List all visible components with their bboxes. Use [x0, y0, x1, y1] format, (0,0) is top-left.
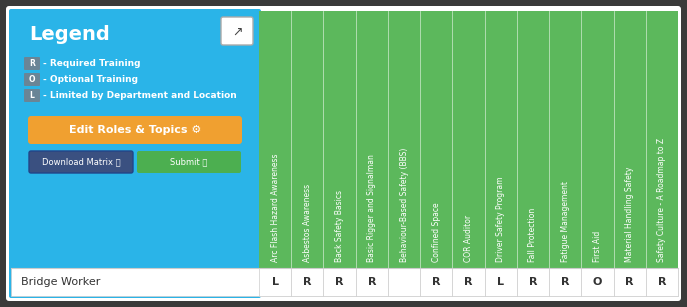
Text: L: L: [271, 277, 279, 287]
FancyBboxPatch shape: [24, 57, 40, 70]
Text: - Optional Training: - Optional Training: [43, 75, 138, 84]
Text: L: L: [30, 91, 34, 100]
Text: Material Handling Safety: Material Handling Safety: [625, 167, 634, 262]
Bar: [549, 268, 581, 296]
Text: L: L: [497, 277, 504, 287]
Text: R: R: [625, 277, 634, 287]
Text: Fall Protection: Fall Protection: [528, 208, 537, 262]
FancyBboxPatch shape: [24, 89, 40, 102]
Bar: [581, 268, 613, 296]
Text: R: R: [368, 277, 376, 287]
Text: Download Matrix 🖨: Download Matrix 🖨: [42, 157, 120, 166]
Text: R: R: [29, 59, 35, 68]
Bar: [259, 268, 291, 296]
Bar: [11, 268, 678, 296]
Text: First Aid: First Aid: [593, 231, 602, 262]
FancyBboxPatch shape: [29, 151, 133, 173]
Bar: [356, 268, 388, 296]
Text: R: R: [303, 277, 312, 287]
Text: Bridge Worker: Bridge Worker: [21, 277, 100, 287]
Text: Submit 🔒: Submit 🔒: [170, 157, 207, 166]
Text: Arc Flash Hazard Awareness: Arc Flash Hazard Awareness: [271, 154, 280, 262]
Text: R: R: [561, 277, 570, 287]
Text: Legend: Legend: [29, 25, 110, 44]
Text: - Required Training: - Required Training: [43, 59, 141, 68]
Text: R: R: [657, 277, 666, 287]
Text: Behaviour-Based Safety (BBS): Behaviour-Based Safety (BBS): [400, 148, 409, 262]
Bar: [484, 268, 517, 296]
Bar: [324, 268, 356, 296]
Text: R: R: [432, 277, 440, 287]
Text: COR Auditor: COR Auditor: [464, 215, 473, 262]
FancyBboxPatch shape: [28, 116, 242, 144]
Bar: [259, 11, 678, 268]
Text: - Limited by Department and Location: - Limited by Department and Location: [43, 91, 237, 100]
Bar: [646, 268, 678, 296]
Bar: [420, 268, 452, 296]
Text: R: R: [464, 277, 473, 287]
Text: Driver Safety Program: Driver Safety Program: [496, 177, 505, 262]
Bar: [613, 268, 646, 296]
Bar: [291, 268, 324, 296]
Text: Asbestos Awareness: Asbestos Awareness: [303, 184, 312, 262]
Bar: [517, 268, 549, 296]
FancyBboxPatch shape: [137, 151, 241, 173]
Text: R: R: [335, 277, 344, 287]
Text: Back Safety Basics: Back Safety Basics: [335, 190, 344, 262]
Text: ↗: ↗: [232, 25, 243, 38]
FancyBboxPatch shape: [6, 6, 681, 301]
Text: Safety Culture - A Roadmap to Z: Safety Culture - A Roadmap to Z: [657, 138, 666, 262]
Text: O: O: [29, 75, 35, 84]
Text: Basic Rigger and Signalman: Basic Rigger and Signalman: [368, 154, 376, 262]
Bar: [452, 268, 484, 296]
FancyBboxPatch shape: [9, 9, 261, 298]
Text: R: R: [529, 277, 537, 287]
FancyBboxPatch shape: [221, 17, 253, 45]
Text: Confined Space: Confined Space: [431, 202, 441, 262]
FancyBboxPatch shape: [24, 73, 40, 86]
Text: Fatigue Management: Fatigue Management: [561, 181, 570, 262]
Text: O: O: [593, 277, 602, 287]
Bar: [388, 268, 420, 296]
Text: Edit Roles & Topics ⚙: Edit Roles & Topics ⚙: [69, 125, 201, 135]
